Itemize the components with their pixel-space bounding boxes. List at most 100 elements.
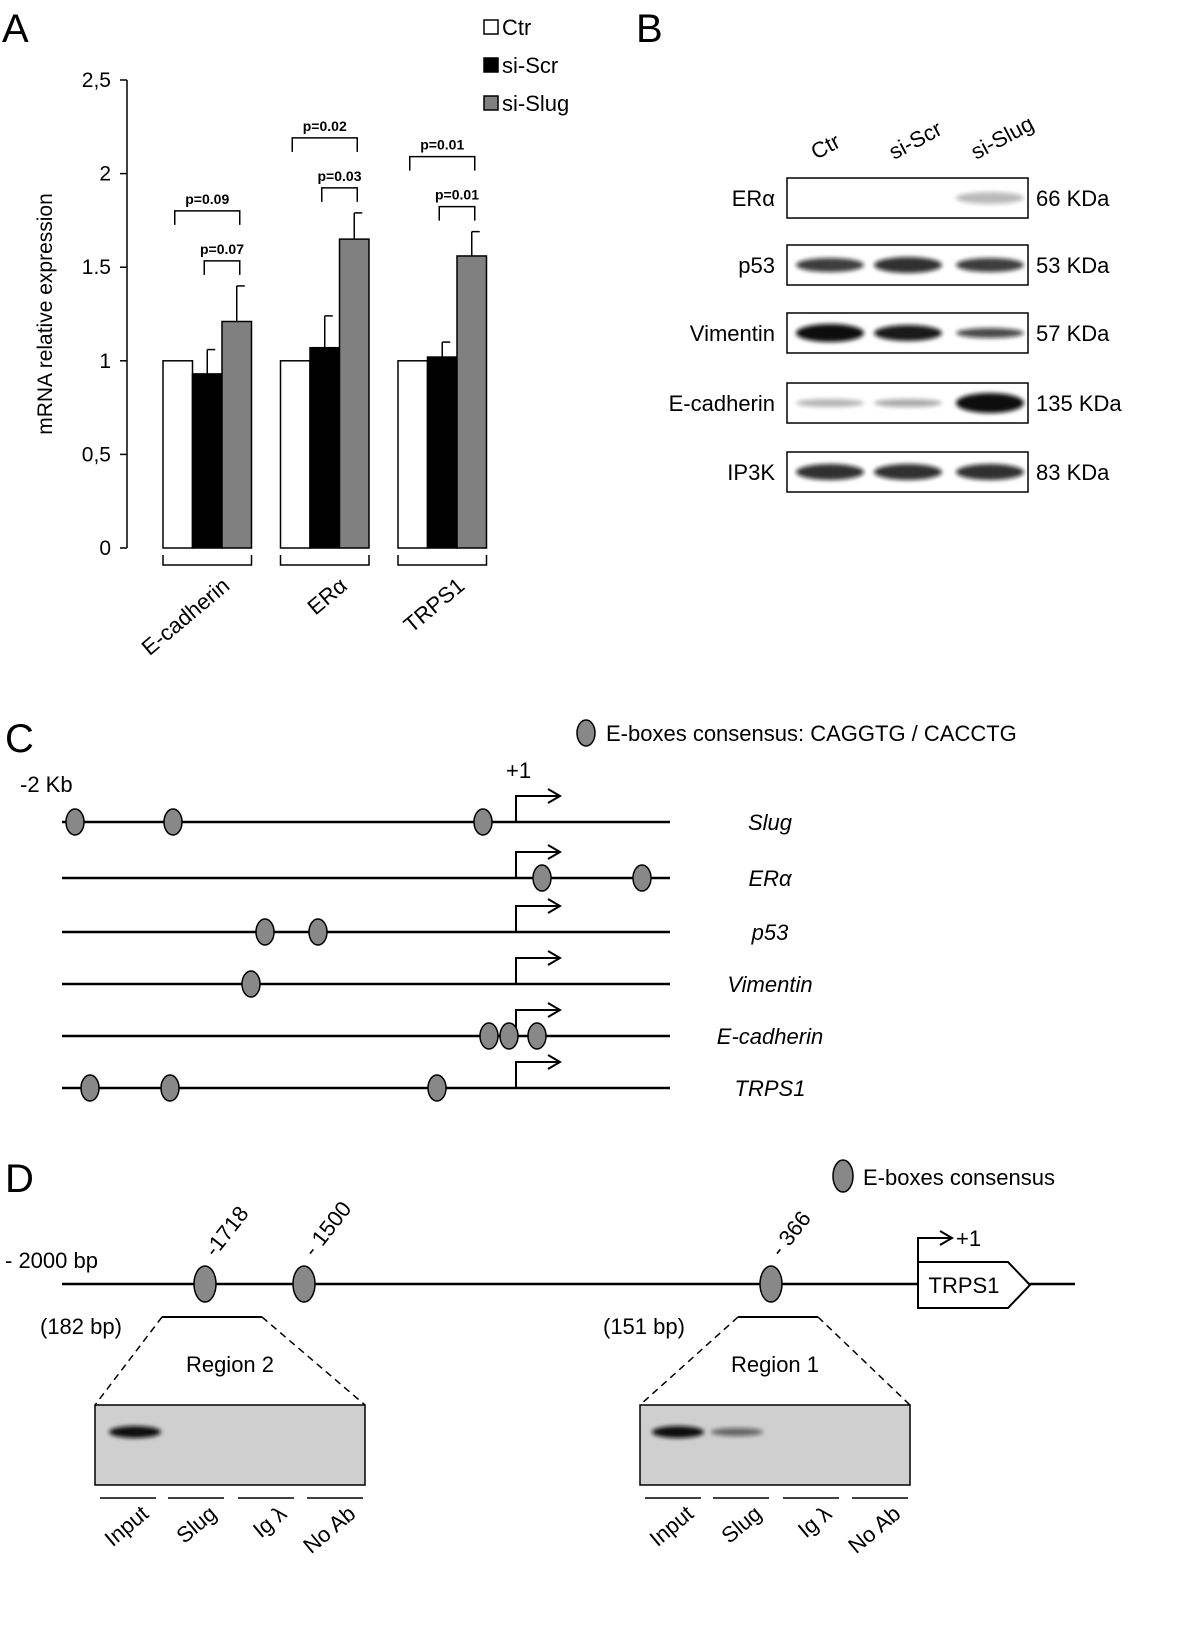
panel-letter: C — [5, 717, 34, 761]
protein-label: ERα — [732, 186, 776, 211]
blot-band — [956, 328, 1024, 338]
size-label: 83 KDa — [1036, 460, 1110, 485]
legend-swatch — [483, 19, 499, 35]
blot-band — [956, 258, 1024, 272]
ebox — [499, 1022, 519, 1050]
p-value: p=0.03 — [318, 168, 362, 184]
tss-arrow-head — [547, 1054, 562, 1070]
amplicon-size: (182 bp) — [40, 1314, 122, 1339]
lane-label: Input — [645, 1501, 699, 1552]
blot-band — [874, 257, 942, 273]
protein-label: Vimentin — [690, 321, 775, 346]
protein-label: p53 — [738, 253, 775, 278]
p-value: p=0.01 — [420, 137, 464, 153]
blot-band — [956, 464, 1024, 480]
ebox — [292, 1265, 316, 1303]
zoom-line — [261, 1316, 366, 1406]
p-value: p=0.02 — [303, 118, 347, 134]
lane-label: Ctr — [807, 129, 845, 165]
ebox — [160, 1074, 180, 1102]
bar — [162, 360, 194, 549]
gene-box — [917, 1261, 1032, 1309]
blot-band — [796, 464, 864, 480]
legend-swatch — [483, 57, 499, 73]
bar — [279, 360, 311, 549]
gel — [639, 1404, 911, 1486]
blot-band — [956, 192, 1024, 204]
legend-swatch — [483, 95, 499, 111]
gene-label: TRPS1 — [735, 1076, 806, 1101]
significance-bracket — [438, 205, 476, 221]
gel-band — [652, 1426, 704, 1438]
blot-band — [796, 258, 864, 272]
tss-arrow — [917, 1237, 952, 1262]
tss-label: +1 — [956, 1226, 981, 1251]
y-tick-label: 2,5 — [82, 69, 111, 92]
y-tick-label: 1.5 — [82, 256, 111, 279]
legend-label: si-Slug — [502, 91, 569, 116]
gene-label: Slug — [748, 810, 793, 835]
significance-bracket — [203, 260, 241, 275]
lane-label: Input — [100, 1501, 154, 1552]
ebox — [163, 808, 183, 836]
legend-label: si-Scr — [502, 53, 558, 78]
region-name: Region 2 — [186, 1352, 274, 1377]
panel-letter: B — [636, 7, 663, 51]
blot-band — [956, 393, 1024, 413]
blot-band — [874, 325, 942, 341]
gel — [94, 1404, 366, 1486]
ebox-legend — [576, 719, 596, 747]
significance-bracket — [174, 210, 241, 225]
tss-arrow-head — [939, 1230, 954, 1246]
lane-label: Ig λ — [248, 1501, 291, 1543]
gene-label: E-cadherin — [717, 1024, 823, 1049]
lane-label: Ig λ — [793, 1501, 836, 1543]
group-bracket — [162, 555, 253, 566]
y-tick-label: 1 — [99, 350, 111, 373]
tss-arrow-head — [547, 898, 562, 914]
size-label: 66 KDa — [1036, 186, 1110, 211]
bar — [338, 238, 370, 549]
ebox — [479, 1022, 499, 1050]
lane-label: No Ab — [843, 1501, 905, 1559]
legend-label: E-boxes consensus: CAGGTG / CACCTG — [606, 721, 1017, 746]
lane-label: si-Slug — [967, 111, 1038, 165]
tss-arrow-head — [547, 788, 562, 804]
ebox — [308, 918, 328, 946]
zoom-line — [94, 1316, 163, 1406]
y-tick-label: 0,5 — [82, 443, 111, 466]
y-tick-label: 0 — [99, 537, 111, 560]
x-tick-label: TRPS1 — [399, 573, 469, 638]
gel-band — [711, 1428, 763, 1436]
bar — [397, 360, 429, 549]
ebox-position: - 366 — [765, 1206, 816, 1261]
tss-arrow — [515, 795, 560, 822]
blot-band — [796, 324, 864, 342]
region-name: Region 1 — [731, 1352, 819, 1377]
blot-band — [874, 464, 942, 480]
ebox-position: -1718 — [199, 1201, 253, 1261]
protein-label: E-cadherin — [669, 391, 775, 416]
x-tick-label: ERα — [302, 572, 351, 619]
ebox-position: - 1500 — [298, 1197, 356, 1262]
start-label: - 2000 bp — [5, 1248, 98, 1273]
ebox-legend — [832, 1159, 854, 1193]
group-bracket — [397, 555, 488, 566]
bar — [309, 346, 341, 549]
tss-arrow — [515, 851, 560, 878]
y-tick-label: 2 — [99, 163, 111, 186]
legend-label: E-boxes consensus — [863, 1165, 1055, 1190]
ebox — [532, 864, 552, 892]
zoom-line — [639, 1316, 739, 1406]
ebox — [255, 918, 275, 946]
tss-arrow-head — [547, 1002, 562, 1018]
ebox — [193, 1265, 217, 1303]
gel-band — [109, 1426, 161, 1438]
zoom-line — [817, 1316, 911, 1406]
bar — [456, 255, 488, 549]
ebox — [527, 1022, 547, 1050]
ebox — [65, 808, 85, 836]
lane-label: No Ab — [298, 1501, 360, 1559]
size-label: 135 KDa — [1036, 391, 1122, 416]
